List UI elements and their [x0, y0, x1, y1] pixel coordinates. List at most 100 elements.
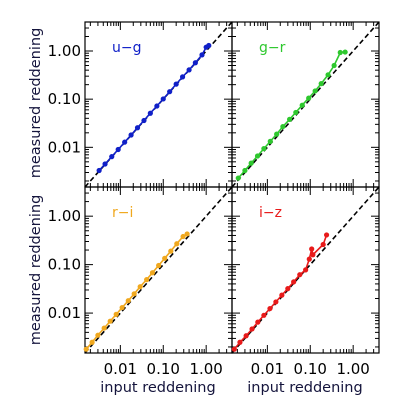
data-point: [318, 81, 324, 87]
panel-label-top-right: g−r: [259, 40, 286, 56]
y-tick-label: 0.01: [48, 304, 81, 322]
data-point: [144, 277, 150, 283]
y-tick-label: 1.00: [48, 207, 81, 225]
panel-top-left: 0.01 0.10 1.00 u−g: [48, 21, 233, 188]
y-tick-label: 0.10: [48, 256, 81, 274]
data-point: [184, 231, 190, 237]
data-point: [297, 272, 303, 278]
series-line-top-right: [237, 51, 346, 179]
data-point: [231, 346, 237, 352]
data-point: [96, 167, 102, 174]
data-point: [242, 167, 248, 174]
data-point: [254, 153, 261, 159]
data-point: [249, 326, 255, 332]
data-point: [167, 89, 173, 95]
data-point: [267, 138, 273, 144]
series-line-bottom-right: [233, 234, 328, 350]
data-point: [119, 304, 125, 311]
series-line-top-left: [98, 44, 210, 172]
data-point: [180, 233, 186, 240]
data-point: [128, 132, 134, 138]
panels: 0.01 0.10 1.00 u−g g−r 0.01 0.10 1.00 0.01 0.10 1.…: [48, 21, 380, 378]
panel-label-bottom-left: r−i: [112, 205, 133, 221]
data-point: [107, 318, 113, 324]
data-point: [293, 109, 299, 116]
data-point: [306, 95, 312, 101]
data-point: [186, 67, 192, 73]
reference-line-bottom-right: [231, 186, 380, 354]
data-point: [122, 139, 128, 145]
data-point: [137, 284, 143, 290]
data-point: [113, 311, 119, 317]
data-point: [280, 123, 286, 130]
x-tick-label: 1.00: [189, 360, 222, 378]
data-point: [125, 298, 131, 304]
data-point: [192, 60, 198, 66]
x-tick-label: 0.10: [294, 360, 327, 378]
data-point: [147, 110, 153, 116]
data-point: [162, 255, 168, 261]
data-point: [331, 62, 337, 69]
data-point: [83, 346, 89, 352]
data-point: [235, 175, 241, 181]
panel-frame-bottom-right: [231, 186, 380, 354]
data-point: [174, 241, 180, 247]
panel-bottom-right: 0.01 0.10 1.00 i−z: [231, 186, 380, 378]
data-point: [337, 49, 343, 56]
data-point: [248, 160, 254, 166]
reference-line-top-right: [231, 21, 380, 188]
data-point: [323, 232, 330, 238]
data-point: [154, 103, 160, 109]
data-point: [134, 125, 141, 131]
data-point: [160, 96, 166, 102]
data-point: [206, 42, 212, 49]
x-axis-title-right: input reddening: [247, 380, 362, 396]
x-tick-label: 0.01: [251, 360, 284, 378]
y-tick-label: 0.10: [48, 90, 81, 108]
data-point: [115, 146, 121, 153]
data-point: [141, 117, 147, 124]
data-point: [287, 116, 293, 122]
panel-bottom-left: 0.01 0.10 1.00 0.01 0.10 1.00 r−i: [48, 186, 233, 378]
data-point: [168, 248, 174, 254]
x-tick-label: 0.10: [147, 360, 180, 378]
data-point: [310, 252, 316, 258]
data-point: [261, 312, 267, 318]
data-point: [342, 49, 348, 55]
data-point: [149, 270, 156, 276]
data-point: [95, 332, 101, 338]
data-point: [306, 256, 312, 262]
data-point: [274, 131, 280, 137]
panel-top-right: g−r: [231, 21, 380, 188]
data-point: [255, 319, 261, 325]
data-point: [109, 154, 115, 160]
y-tick-label: 1.00: [48, 42, 81, 60]
y-axis-title-top: measured reddening: [28, 28, 44, 179]
y-axis-title-bottom: measured reddening: [28, 195, 44, 346]
panel-label-bottom-right: i−z: [259, 205, 282, 221]
data-point: [285, 286, 291, 292]
x-axis-title-left: input reddening: [100, 380, 215, 396]
data-point: [309, 246, 315, 252]
data-point: [173, 81, 179, 87]
data-point: [89, 339, 95, 345]
data-point: [261, 146, 267, 152]
data-point: [273, 299, 279, 305]
data-point: [291, 279, 297, 285]
panel-label-top-left: u−g: [112, 40, 142, 56]
reference-line-bottom-left: [84, 186, 233, 354]
data-point: [102, 161, 108, 167]
data-point: [279, 292, 285, 298]
data-point: [303, 267, 309, 273]
data-point: [312, 88, 318, 94]
data-point: [199, 52, 205, 58]
data-point: [320, 241, 326, 248]
x-tick-label: 0.01: [104, 360, 137, 378]
y-tick-label: 0.01: [48, 138, 81, 156]
data-point: [299, 102, 305, 108]
data-point: [243, 333, 249, 339]
data-point: [131, 291, 137, 297]
data-point: [325, 72, 331, 78]
data-point: [179, 74, 186, 80]
